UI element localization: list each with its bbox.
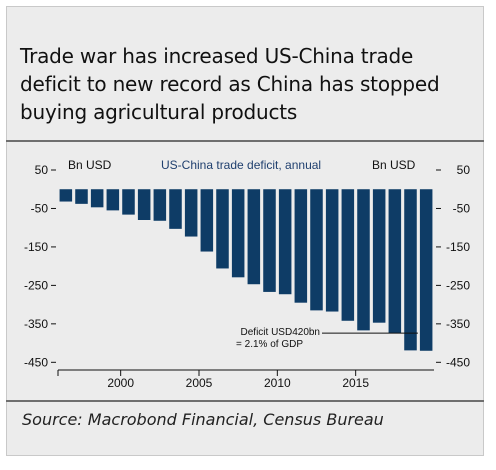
y-tick-label-left: -350 [24,317,48,331]
bar-2008 [247,189,261,285]
bar-2010 [278,189,292,295]
bar-2016 [372,189,386,323]
bar-2012 [310,189,323,311]
bar-2001 [137,189,151,220]
bar-2019 [419,189,433,351]
bar-2017 [388,189,402,334]
y-tick-label-left: 50 [35,163,49,177]
bar-1999 [106,189,120,211]
bottom-divider [6,400,484,402]
source-note: Source: Macrobond Financial, Census Bure… [22,410,384,429]
bar-2011 [294,189,308,303]
bar-2006 [216,189,229,269]
right-axis-unit: Bn USD [372,158,416,172]
y-tick-label-right: -150 [446,240,470,254]
x-tick-label: 2000 [107,376,134,390]
y-tick-label-left: -50 [31,201,49,215]
chart-title: US-China trade deficit, annual [161,158,321,172]
bar-2003 [169,189,182,229]
bar-1996 [59,189,73,202]
bar-2013 [325,189,339,312]
left-axis-unit: Bn USD [68,158,112,172]
page-title: Trade war has increased US-China trade d… [20,44,440,124]
annotation-line1: Deficit USD420bn [241,327,320,338]
y-tick-label-right: -250 [446,278,470,292]
y-tick-label-left: -250 [24,278,48,292]
bar-2004 [184,189,198,237]
x-tick-label: 2010 [264,376,291,390]
x-tick-label: 2005 [186,376,213,390]
bar-2002 [153,189,167,221]
bar-2009 [263,189,276,292]
y-tick-label-right: -350 [446,317,470,331]
y-tick-label-right: -50 [453,201,471,215]
annotation-line2: = 2.1% of GDP [236,339,303,350]
x-tick-label: 2015 [342,376,369,390]
bar-2015 [357,189,370,331]
bar-2018 [404,189,417,351]
bar-1997 [75,189,88,204]
y-tick-label-right: 50 [457,163,471,177]
bar-2000 [122,189,135,215]
bar-2014 [341,189,355,321]
y-tick-label-right: -450 [446,355,470,369]
bar-1998 [90,189,104,208]
top-divider [6,140,484,142]
bar-2007 [231,189,245,278]
y-tick-label-left: -450 [24,355,48,369]
bar-2005 [200,189,214,252]
y-tick-label-left: -150 [24,240,48,254]
